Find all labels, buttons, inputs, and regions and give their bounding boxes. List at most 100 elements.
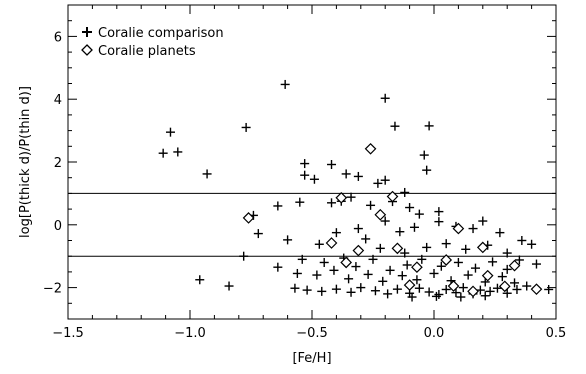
- comparison-point: [400, 248, 410, 258]
- planet-point: [411, 261, 423, 274]
- comparison-point: [495, 228, 505, 238]
- comparison-point: [429, 268, 439, 278]
- legend-label-planets: Coralie planets: [98, 44, 196, 59]
- comparison-point: [502, 248, 512, 258]
- comparison-point: [441, 239, 451, 249]
- planet-point: [447, 280, 460, 292]
- y-axis-label: log[P(thick d)/P(thin d)]: [18, 86, 33, 238]
- comparison-point: [531, 259, 541, 269]
- comparison-point: [470, 263, 480, 273]
- y-tick-label: 4: [54, 93, 62, 108]
- comparison-point: [390, 121, 400, 131]
- comparison-point: [512, 284, 522, 294]
- comparison-point: [241, 122, 251, 132]
- comparison-point: [378, 276, 388, 286]
- comparison-point: [527, 239, 537, 249]
- comparison-point: [366, 200, 376, 210]
- comparison-point: [380, 175, 390, 185]
- comparison-point: [463, 270, 473, 280]
- comparison-point: [346, 287, 356, 297]
- planet-point: [440, 254, 453, 266]
- comparison-point: [414, 209, 424, 219]
- planet-point: [391, 242, 404, 255]
- planet-point: [498, 280, 511, 293]
- comparison-point: [361, 234, 371, 244]
- planet-point: [467, 285, 479, 298]
- comparison-point: [492, 283, 502, 293]
- comparison-point: [380, 93, 390, 103]
- comparison-point: [392, 284, 402, 294]
- plus-marker-icon: [82, 27, 92, 37]
- planet-point: [340, 256, 353, 269]
- comparison-point: [331, 228, 341, 238]
- planet-point: [352, 244, 365, 257]
- x-axis-label: [Fe/H]: [292, 351, 331, 366]
- comparison-point: [370, 286, 380, 296]
- comparison-point: [451, 288, 461, 298]
- comparison-point: [195, 275, 205, 285]
- comparison-point: [409, 222, 419, 232]
- comparison-point: [422, 242, 432, 252]
- y-tick-label: −2: [43, 282, 62, 297]
- comparison-point: [317, 286, 327, 296]
- legend-item-comparison: Coralie comparison: [82, 26, 224, 41]
- comparison-point: [502, 264, 512, 274]
- comparison-point: [312, 270, 322, 280]
- comparison-point: [412, 275, 422, 285]
- comparison-point: [417, 254, 427, 264]
- planet-point: [325, 237, 338, 249]
- comparison-point: [414, 283, 424, 293]
- comparison-point: [431, 291, 441, 301]
- comparison-point: [436, 261, 446, 271]
- comparison-point: [468, 224, 478, 234]
- comparison-point: [314, 239, 324, 249]
- comparison-point: [385, 265, 395, 275]
- axis-ticks: [67, 4, 557, 320]
- x-tick-labels: −1.5 −1.0 −0.5 0.0 0.5: [52, 326, 566, 341]
- comparison-point: [434, 290, 444, 300]
- comparison-point: [302, 285, 312, 295]
- comparison-point: [165, 127, 175, 137]
- x-tick-label: 0.0: [424, 326, 445, 341]
- comparison-point: [363, 269, 373, 279]
- comparison-point: [405, 203, 415, 213]
- comparison-point: [327, 160, 337, 170]
- comparison-point: [434, 217, 444, 227]
- planet-point: [335, 191, 348, 204]
- comparison-point: [502, 288, 512, 298]
- comparison-point: [434, 207, 444, 217]
- comparison-point: [456, 292, 466, 302]
- comparison-point: [422, 165, 432, 175]
- comparison-point: [273, 262, 283, 272]
- comparison-point: [488, 257, 498, 267]
- y-tick-label: 6: [54, 30, 62, 45]
- comparison-point: [400, 187, 410, 197]
- comparison-point: [402, 260, 412, 270]
- planet-point: [508, 259, 521, 272]
- planet-point: [403, 279, 416, 291]
- comparison-point: [351, 262, 361, 272]
- legend-item-planets: Coralie planets: [81, 44, 196, 59]
- comparison-point: [485, 286, 495, 296]
- y-tick-labels: −2 0 2 4 6: [43, 30, 62, 296]
- comparison-point: [346, 192, 356, 202]
- comparison-point: [353, 171, 363, 181]
- comparison-point: [419, 150, 429, 160]
- legend-label-comparison: Coralie comparison: [98, 26, 224, 41]
- comparison-point: [202, 169, 212, 179]
- comparison-point: [224, 281, 234, 291]
- comparison-point: [331, 284, 341, 294]
- comparison-point: [273, 201, 283, 211]
- comparison-point: [458, 283, 468, 293]
- comparison-point: [395, 227, 405, 237]
- planet-point: [476, 241, 489, 254]
- planet-point: [452, 222, 465, 235]
- comparison-point: [407, 292, 417, 302]
- comparison-point: [380, 216, 390, 226]
- comparison-point: [544, 284, 554, 294]
- comparison-point: [300, 170, 310, 180]
- comparison-point: [373, 178, 383, 188]
- comparison-point: [300, 159, 310, 169]
- comparison-point: [327, 198, 337, 208]
